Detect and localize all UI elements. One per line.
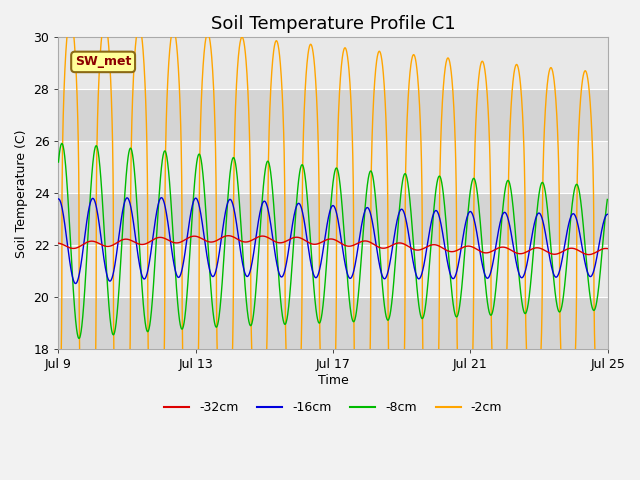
Bar — [58, 297, 607, 349]
Bar — [58, 193, 607, 245]
Bar — [58, 37, 607, 89]
Bar — [58, 141, 607, 193]
Bar — [58, 89, 607, 141]
Legend: -32cm, -16cm, -8cm, -2cm: -32cm, -16cm, -8cm, -2cm — [159, 396, 507, 419]
Text: SW_met: SW_met — [75, 55, 131, 69]
X-axis label: Time: Time — [317, 374, 348, 387]
Y-axis label: Soil Temperature (C): Soil Temperature (C) — [15, 129, 28, 258]
Bar — [58, 245, 607, 297]
Title: Soil Temperature Profile C1: Soil Temperature Profile C1 — [211, 15, 455, 33]
